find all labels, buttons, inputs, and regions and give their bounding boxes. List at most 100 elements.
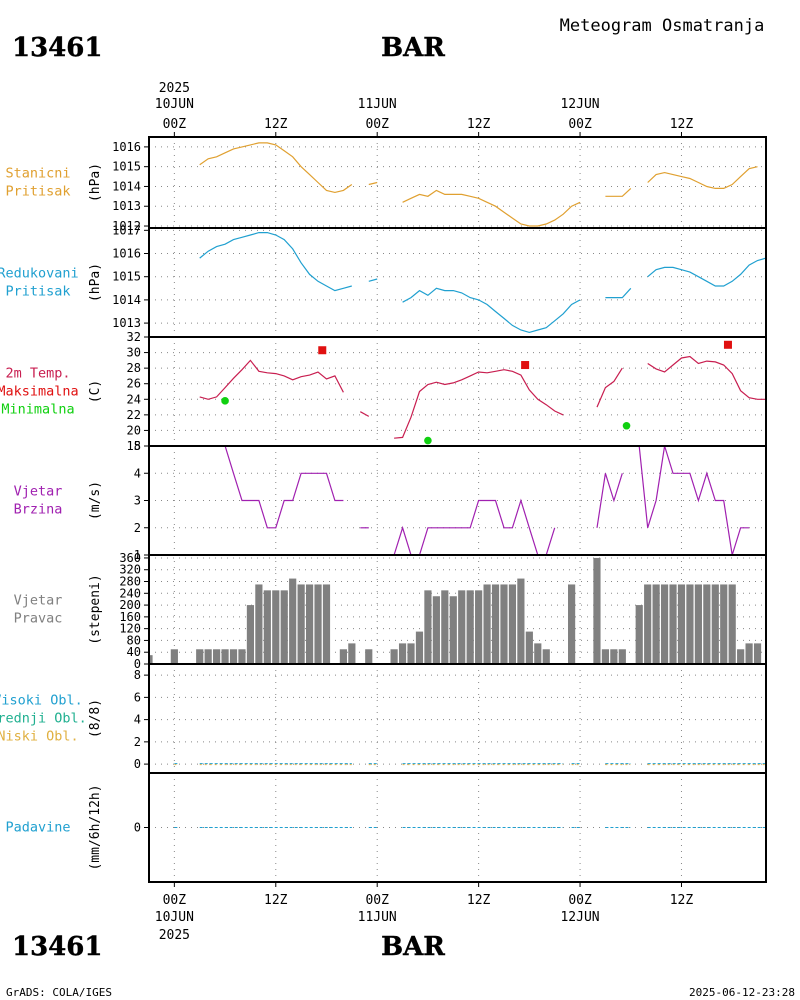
date-label-bottom: 11JUN	[358, 910, 397, 925]
wind-direction-bar	[644, 584, 652, 664]
panel-frame	[148, 227, 767, 338]
wind-direction-bar	[390, 649, 398, 664]
wind-direction-bar	[508, 584, 517, 664]
y-tick-label: 28	[127, 361, 141, 375]
series-line	[368, 181, 378, 186]
time-tick-label-bottom: 12Z	[467, 893, 491, 908]
series-line	[638, 445, 750, 556]
wind-direction-bar	[221, 649, 229, 664]
wind-direction-bar	[441, 590, 449, 664]
series-line	[394, 369, 564, 439]
wind-direction-bar	[618, 649, 626, 664]
min-temp-marker	[424, 436, 432, 445]
y-tick-label: 0	[134, 757, 141, 771]
wind-direction-bar	[407, 643, 415, 664]
time-tick-label-bottom: 12Z	[670, 893, 694, 908]
y-axis-unit: (stepeni)	[88, 574, 103, 644]
wind-direction-bar	[720, 584, 728, 664]
wind-direction-bar	[415, 631, 424, 664]
wind-direction-bar	[213, 649, 221, 664]
y-tick-label: 1014	[112, 179, 141, 193]
wind-direction-bar	[314, 584, 322, 664]
panel-precipitation: 0 Padavine (mm/6h/12h)	[5, 772, 767, 883]
wind-direction-bar	[458, 590, 466, 664]
date-label-bottom: 12JUN	[560, 910, 599, 925]
wind-direction-bar	[500, 584, 508, 664]
y-axis-unit: (C)	[88, 380, 103, 403]
time-tick-label-top: 00Z	[365, 117, 389, 132]
panel-frame	[148, 772, 767, 883]
wind-direction-bar	[660, 584, 669, 664]
y-tick-label: 1015	[112, 270, 141, 284]
y-tick-label: 280	[119, 575, 141, 589]
wind-direction-bar	[255, 584, 263, 664]
wind-direction-bar	[196, 649, 204, 664]
y-tick-label: 320	[119, 563, 141, 577]
wind-direction-bar	[635, 605, 643, 664]
y-tick-label: 1017	[112, 223, 141, 237]
wind-direction-bar	[272, 590, 280, 664]
panel-label: Pravac	[14, 611, 63, 627]
y-tick-label: 22	[127, 408, 141, 422]
y-tick-label: 2	[134, 735, 141, 749]
wind-direction-bar	[204, 649, 212, 664]
y-tick-label: 160	[119, 610, 141, 624]
y-axis-unit: (m/s)	[88, 481, 103, 520]
grads-credit: GrADS: COLA/IGES	[6, 986, 112, 999]
series-line	[647, 257, 767, 287]
wind-direction-bar	[246, 605, 255, 664]
y-tick-label: 1016	[112, 140, 141, 154]
panel-label: Vjetar	[14, 593, 63, 609]
wind-direction-bar	[348, 643, 356, 664]
panel-frame	[148, 663, 767, 774]
min-temp-marker	[221, 397, 229, 405]
panel-label: 2m Temp.	[5, 366, 70, 382]
panel-label: Pritisak	[5, 284, 70, 300]
series-line	[368, 278, 378, 282]
panel-label: Srednji Obl.	[0, 711, 87, 727]
wind-direction-bar	[297, 584, 305, 664]
y-tick-label: 1012	[112, 219, 141, 233]
time-tick-label-bottom: 12Z	[264, 893, 288, 908]
y-tick-label: 8	[134, 668, 141, 682]
y-tick-label: 200	[119, 598, 141, 612]
wind-direction-bar	[280, 590, 288, 664]
wind-direction-bar	[711, 584, 719, 664]
panel-label: Minimalna	[1, 402, 74, 418]
y-tick-label: 18	[127, 439, 141, 453]
station-name-top: BAR	[381, 33, 445, 63]
series-line	[605, 187, 632, 197]
wind-direction-bar	[149, 655, 153, 664]
y-tick-label: 0	[134, 821, 141, 835]
wind-direction-bar	[677, 584, 686, 664]
panel-label: Pritisak	[5, 184, 70, 200]
panel-reduced_pressure: 1013 1014 1015 1016 1017 Redukovani Pritisak (h…	[0, 223, 767, 338]
panel-cloud_cover: 0 2 4 6 8 Visoki Obl. Srednji Obl. Niski Obl. (8…	[0, 663, 767, 774]
y-axis-unit: (hPa)	[88, 163, 103, 202]
y-tick-label: 5	[134, 439, 141, 453]
date-label-top: 11JUN	[358, 97, 397, 112]
y-tick-label: 24	[127, 392, 141, 406]
y-tick-label: 1013	[112, 316, 141, 330]
wind-direction-bar	[365, 649, 373, 664]
date-label-top: 12JUN	[560, 97, 599, 112]
wind-direction-bar	[432, 596, 440, 664]
time-tick-label-bottom: 00Z	[163, 893, 187, 908]
series-line	[393, 498, 556, 556]
wind-direction-bar	[568, 584, 576, 664]
render-timestamp: 2025-06-12-23:28	[689, 986, 795, 999]
time-tick-label-top: 00Z	[568, 117, 592, 132]
wind-direction-bar	[449, 596, 457, 664]
y-tick-label: 1013	[112, 199, 141, 213]
y-tick-label: 30	[127, 346, 141, 360]
panel-label: Visoki Obl.	[0, 693, 83, 709]
wind-direction-bar	[517, 578, 525, 664]
series-line	[647, 166, 758, 189]
wind-direction-bar	[728, 584, 736, 664]
panel-label: Padavine	[5, 820, 70, 836]
y-tick-label: 40	[127, 645, 141, 659]
wind-direction-bar	[263, 590, 271, 664]
series-line	[402, 189, 581, 227]
wind-direction-bar	[466, 590, 474, 664]
